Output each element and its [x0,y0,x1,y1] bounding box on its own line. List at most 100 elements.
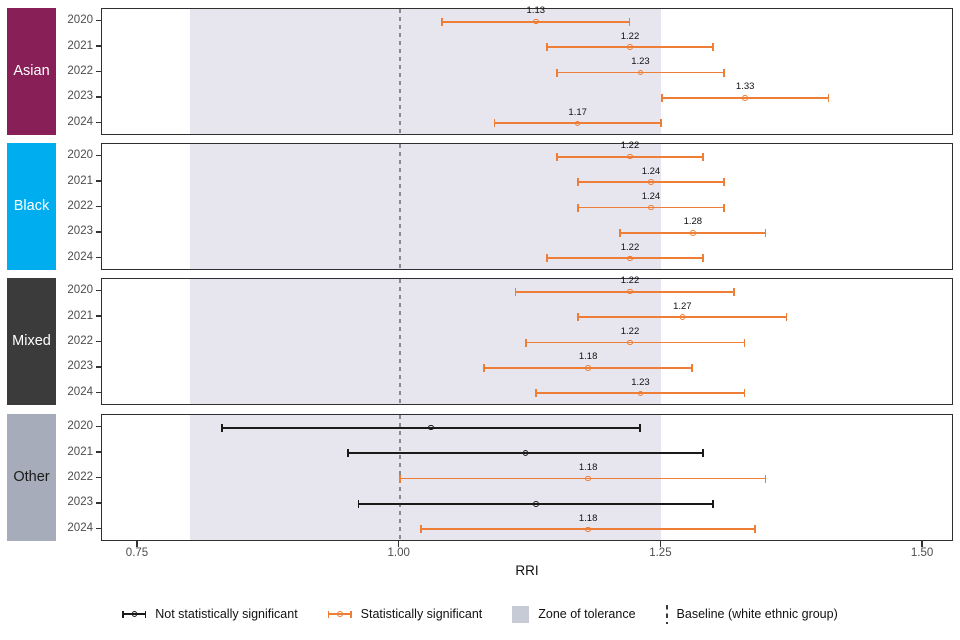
data-point [627,255,633,262]
errorbar-cap-high [712,499,715,508]
errorbar-cap-high [628,17,631,26]
y-tick-label: 2024 [67,115,93,128]
y-tick [96,289,101,292]
y-tick [96,391,101,394]
data-point [637,390,644,397]
y-tick [96,231,101,233]
y-tick-label: 2021 [67,309,93,322]
y-tick-label: 2023 [67,225,93,238]
zone-of-tolerance [190,9,662,134]
errorbar [525,341,746,344]
errorbar-cap-high [743,389,746,398]
value-label: 1.13 [526,5,546,17]
data-point [574,120,581,127]
errorbar-cap-high [764,474,767,483]
y-tick-label: 2020 [67,284,93,297]
errorbar-cap-high [722,178,725,187]
data-point [532,501,539,507]
legend-item-not-statistically-significant: Not statistically significant [122,607,298,621]
errorbar-cap-high [764,228,767,237]
facet-strip-label: Mixed [12,333,51,350]
errorbar-key-cap [122,610,124,618]
errorbar-cap-low [545,43,548,52]
errorbar-cap-low [357,499,360,508]
x-tick-label: 0.75 [125,547,149,559]
data-point [522,450,529,456]
y-tick [96,154,101,157]
value-label: 1.18 [578,462,598,473]
value-label: 1.22 [620,30,640,42]
x-tick-label: 1.00 [387,547,410,559]
value-label: 1.18 [578,512,598,524]
y-tick [96,502,101,504]
data-point [532,18,539,25]
errorbar-cap-high [827,93,830,102]
value-label: 1.17 [568,106,587,118]
x-axis-title: RRI [515,563,539,578]
errorbar-cap-high [701,254,704,263]
errorbar-cap-high [660,119,662,128]
errorbar-cap-low [577,203,580,212]
zone-of-tolerance [190,144,662,269]
y-tick [96,121,101,124]
legend-item-baseline-white-ethnic-group: Baseline (white ethnic group) [665,604,838,624]
value-label: 1.22 [620,241,640,253]
panel-black: 1.22 1.24 1.24 1.28 1.22 [101,141,953,270]
value-label: 1.27 [673,300,692,312]
panel-asian: 1.13 1.22 1.23 1.33 1.17 [101,5,953,135]
data-point [585,526,591,533]
data-point [585,475,591,482]
errorbar [546,257,704,260]
y-tick-label: 2023 [67,496,93,509]
data-point [585,365,591,371]
errorbar-key-icon [122,607,147,621]
legend-label: Baseline (white ethnic group) [676,606,838,621]
legend-item-zone-of-tolerance: Zone of tolerance [512,605,636,623]
errorbar-cap-low [556,152,559,161]
x-tick [921,541,923,547]
y-tick [96,527,101,530]
errorbar-cap-low [399,474,402,483]
y-tick [96,180,101,182]
value-label: 1.23 [631,56,650,67]
panel-mixed: 1.22 1.27 1.22 1.18 1.23 [101,275,953,405]
data-point [679,314,686,320]
errorbar-cap-low [420,525,423,534]
value-label: 1.28 [683,216,703,228]
legend-label: Zone of tolerance [538,606,636,621]
errorbar-key-icon [327,607,352,621]
y-tick [96,96,101,98]
value-label: 1.22 [620,275,640,287]
errorbar-cap-high [722,68,725,77]
y-tick-label: 2024 [67,385,93,398]
value-label: 1.18 [578,351,598,363]
y-tick-label: 2022 [67,335,93,347]
errorbar-cap-high [639,423,641,432]
y-tick-label: 2022 [67,65,93,77]
facet-strip-mixed: Mixed [7,278,56,405]
y-tick-label: 2023 [67,360,93,373]
facet-strip-label: Other [13,469,50,486]
errorbar-key-cap [327,610,330,618]
x-tick-label: 1.25 [649,547,672,559]
baseline-key-icon [665,604,668,624]
zone-of-tolerance [190,415,662,540]
x-tick [659,541,662,547]
baseline-line [398,9,401,134]
y-tick [96,70,101,73]
errorbar-cap-high [712,43,715,52]
panel-other: 1.18 1.18 [101,414,953,541]
y-tick-label: 2021 [67,445,93,458]
value-label: 1.22 [620,326,640,337]
errorbar-cap-low [556,68,559,77]
errorbar-cap-low [347,449,349,458]
y-tick-label: 2024 [67,521,93,534]
errorbar-cap-high [701,152,704,161]
value-label: 1.24 [641,191,661,202]
errorbar-cap-high [701,449,704,458]
y-tick-label: 2020 [67,149,93,162]
errorbar-cap-low [545,254,548,263]
errorbar-cap-low [493,119,496,128]
errorbar-cap-low [577,313,580,322]
data-point [690,230,696,236]
